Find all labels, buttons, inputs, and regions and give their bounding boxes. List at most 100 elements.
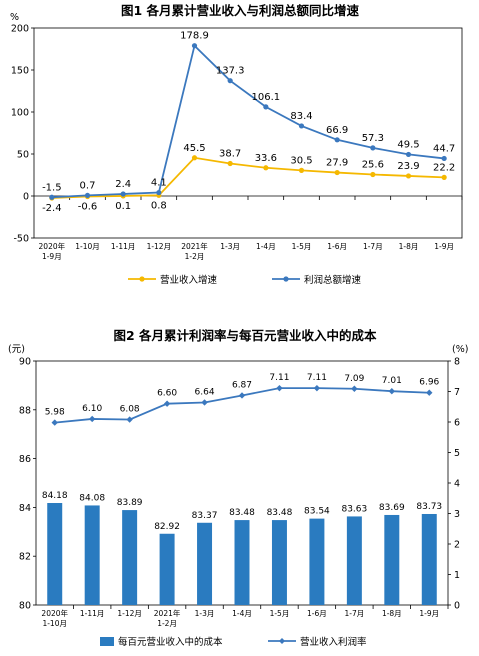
chart1-data-point xyxy=(191,43,198,49)
chart2-right-tick-label: 1 xyxy=(454,570,460,581)
chart1-data-label: 83.4 xyxy=(290,111,312,122)
chart1-x-tick-label: 1-4月 xyxy=(256,242,276,251)
chart2-data-point xyxy=(426,389,433,396)
chart2-bar xyxy=(234,520,250,605)
chart1-data-point xyxy=(191,155,198,161)
chart2-bar-label: 83.73 xyxy=(416,502,442,512)
chart1-data-point xyxy=(405,151,412,158)
chart1-data-point xyxy=(263,104,269,110)
chart2-bar xyxy=(159,533,175,605)
chart1-data-point xyxy=(441,155,447,162)
chart2-x-tick-label: 1-3月 xyxy=(195,609,215,618)
chart1-x-tick-label: 1-10月 xyxy=(75,242,100,251)
chart2-data-point xyxy=(88,415,96,423)
chart1-y-tick-label: 100 xyxy=(11,108,29,119)
chart1-x-tick-label: 1-5月 xyxy=(292,242,312,251)
chart1-title: 图1 各月累计营业收入与利润总额同比增速 xyxy=(121,3,360,18)
chart2-right-unit-label: (%) xyxy=(452,344,468,355)
chart2-bar-label: 83.69 xyxy=(379,503,405,513)
chart2-right-tick-label: 5 xyxy=(454,448,460,459)
chart1-data-label: 33.6 xyxy=(255,153,277,164)
chart1-unit-label: % xyxy=(10,12,19,23)
chart2-legend: 每百元营业收入中的成本 营业收入利润率 xyxy=(100,636,367,648)
chart2-data-point xyxy=(51,419,58,426)
chart2-data-point xyxy=(126,416,133,423)
chart1-data-point xyxy=(227,160,233,167)
chart1-x-tick-label: 1-6月 xyxy=(327,242,347,251)
chart2-x-tick-label: 1-11月 xyxy=(80,609,105,618)
chart1-x-tick-label: 2021年 1-2月 xyxy=(181,241,208,261)
chart1-data-label: 0.1 xyxy=(115,201,131,212)
chart1-x-tick-label: 1-9月 xyxy=(434,242,454,251)
chart1-data-label: 30.5 xyxy=(290,155,312,166)
chart2-x-tick-label: 1-5月 xyxy=(270,609,290,618)
chart2-line-label: 7.11 xyxy=(269,373,289,383)
chart2-bar-label: 83.54 xyxy=(304,507,330,517)
chart1-x-axis: 2020年 1-9月 1-10月 1-11月 1-12月 2021年 1-2月 1-3月 1-4… xyxy=(39,196,463,261)
chart2-x-tick-label: 1-12月 xyxy=(117,609,142,618)
chart2-x-tick-label: 1-8月 xyxy=(382,609,402,618)
chart2-legend-marker-margin xyxy=(279,638,285,644)
chart1-data-label: -0.6 xyxy=(78,202,98,213)
chart2-bar xyxy=(122,510,138,605)
chart1-data-label: 23.9 xyxy=(397,161,419,172)
chart1-data-point xyxy=(370,171,376,178)
chart2-data-point xyxy=(276,384,283,392)
chart2-line-label: 7.09 xyxy=(344,374,364,384)
chart1-legend-label-profit: 利润总额增速 xyxy=(304,274,362,286)
chart1-data-label: 44.7 xyxy=(433,143,455,154)
chart1-data-label: 2.4 xyxy=(115,179,131,190)
chart1-data-point xyxy=(227,78,233,84)
chart2-right-tick-label: 8 xyxy=(454,357,460,368)
chart2-line-label: 6.60 xyxy=(157,389,177,399)
chart1-data-point xyxy=(84,192,91,199)
chart1-x-tick-label: 1-3月 xyxy=(220,242,240,251)
chart2-right-tick-label: 6 xyxy=(454,418,460,429)
chart1-plot-frame xyxy=(33,27,463,239)
chart1-data-point xyxy=(298,123,305,129)
chart2-legend-label-margin: 营业收入利润率 xyxy=(300,636,367,648)
chart2-right-tick-label: 2 xyxy=(454,540,460,551)
chart2-bar-label: 83.63 xyxy=(341,504,367,514)
chart2-line-label: 7.01 xyxy=(382,376,402,386)
chart2-bar-label: 82.92 xyxy=(154,522,180,532)
chart1-data-label: -1.5 xyxy=(42,182,62,193)
chart1-data-point xyxy=(156,189,162,196)
chart1-data-label: 22.2 xyxy=(433,162,455,173)
chart1-series: -2.4 -0.6 0.1 0.8 45.5 38.7 33.6 30.5 27.9 25.6 23… xyxy=(42,31,455,214)
chart2-x-tick-label: 1-6月 xyxy=(307,609,327,618)
chart2-left-tick-label: 82 xyxy=(19,552,31,563)
chart2-line: 5.98 6.10 6.08 6.60 6.64 6.87 7.11 7.11 7.09 7.01… xyxy=(45,373,440,426)
chart2-x-axis: 2020年 1-10月 1-11月 1-12月 2021年 1-2月 1-3月 1-4月 1-5… xyxy=(41,605,449,628)
chart2-line-label: 6.87 xyxy=(232,380,252,390)
chart2-left-unit-label: (元) xyxy=(8,344,25,355)
chart1-data-label: 137.3 xyxy=(216,66,245,77)
chart2-data-point xyxy=(313,384,321,392)
chart2-bar xyxy=(384,514,400,605)
chart2-left-tick-label: 84 xyxy=(19,503,31,514)
chart1-x-tick-label: 1-11月 xyxy=(111,242,136,251)
chart2-left-tick-label: 88 xyxy=(19,405,31,416)
chart1-data-point xyxy=(370,145,376,151)
chart1-legend-marker-profit xyxy=(283,276,289,282)
chart2-bar-label: 84.18 xyxy=(42,491,68,501)
chart1-data-point xyxy=(405,173,412,179)
chart2-legend-swatch-cost xyxy=(100,637,114,646)
chart1-data-label: 38.7 xyxy=(219,148,241,159)
chart2-x-tick-label: 2021年 1-2月 xyxy=(154,608,181,628)
chart2-data-point xyxy=(201,399,208,406)
chart2-left-tick-label: 90 xyxy=(19,357,31,368)
chart1-series-line-profit xyxy=(51,43,445,199)
chart2-data-point xyxy=(238,392,246,399)
chart2-data-point xyxy=(388,387,396,395)
chart2-line-label: 6.08 xyxy=(120,405,140,415)
chart2-data-point xyxy=(351,385,358,392)
chart2-bar xyxy=(84,505,100,605)
chart2-x-tick-label: 1-7月 xyxy=(344,609,364,618)
chart2-line-label: 6.96 xyxy=(419,378,439,388)
chart2-right-tick-label: 7 xyxy=(454,387,460,398)
chart2-x-tick-label: 1-9月 xyxy=(419,609,439,618)
chart2-data-point xyxy=(163,400,171,407)
chart2-x-tick-label: 2020年 1-10月 xyxy=(41,608,68,628)
